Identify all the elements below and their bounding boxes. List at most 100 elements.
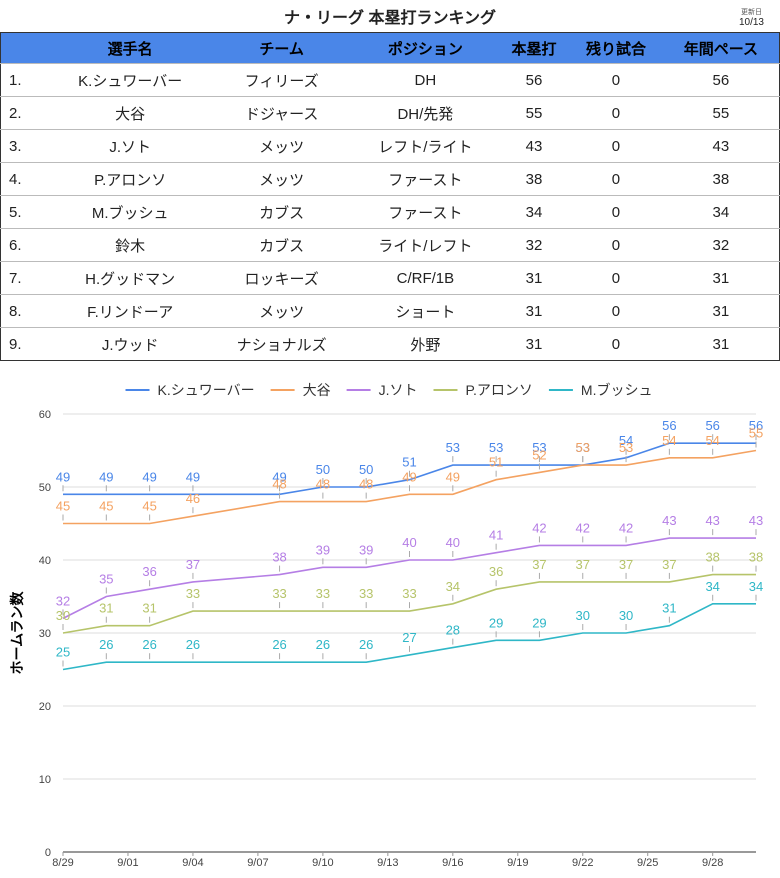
data-label: 49 bbox=[99, 469, 113, 484]
chart: 0 10 20 30 40 50 60 8/29 9/01 9/04 9/07 9/10 9/13 9/1… bbox=[9, 382, 763, 869]
table-cell: カブス bbox=[211, 228, 352, 262]
data-label: 38 bbox=[749, 550, 763, 565]
legend-label: P.アロンソ bbox=[465, 382, 532, 398]
x-tick-label: 9/07 bbox=[247, 857, 268, 869]
table-cell: 2. bbox=[0, 96, 49, 130]
table-cell: メッツ bbox=[211, 294, 352, 328]
table-cell: 34 bbox=[498, 195, 570, 229]
data-label: 32 bbox=[56, 593, 70, 608]
table-row: 3. J.ソト メッツ レフト/ライト 43 0 43 bbox=[0, 129, 780, 163]
table-cell: DH/先発 bbox=[351, 96, 499, 130]
data-label: 28 bbox=[446, 623, 460, 638]
data-label: 49 bbox=[142, 469, 156, 484]
data-label: 37 bbox=[532, 557, 546, 572]
table-cell: 31 bbox=[662, 327, 780, 361]
table-cell: メッツ bbox=[211, 129, 352, 163]
data-label: 49 bbox=[186, 469, 200, 484]
data-label: 56 bbox=[705, 418, 719, 433]
data-label: 51 bbox=[489, 455, 503, 470]
data-label: 30 bbox=[576, 608, 590, 623]
table-cell: P.アロンソ bbox=[49, 162, 212, 196]
table-row: 2. 大谷 ドジャース DH/先発 55 0 55 bbox=[0, 96, 780, 130]
legend-label: K.シュワーバー bbox=[158, 382, 255, 398]
series-line bbox=[63, 442, 756, 496]
table-row: 8. F.リンドーア メッツ ショート 31 0 31 bbox=[0, 294, 780, 328]
data-label: 40 bbox=[402, 535, 416, 550]
table-cell: M.ブッシュ bbox=[49, 195, 212, 229]
table-row: 9. J.ウッド ナショナルズ 外野 31 0 31 bbox=[0, 327, 780, 361]
data-label: 54 bbox=[705, 433, 719, 448]
table-cell: 鈴木 bbox=[49, 228, 212, 262]
ranking-table: 選手名 チーム ポジション 本塁打 残り試合 年間ペース 1. K.シュワーバー フィリーズ DH… bbox=[0, 32, 780, 361]
table-cell: 0 bbox=[569, 294, 663, 328]
data-label: 25 bbox=[56, 645, 70, 660]
data-label: 49 bbox=[56, 469, 70, 484]
table-cell: J.ソト bbox=[49, 129, 212, 163]
column-header: チーム bbox=[211, 32, 352, 64]
series-line bbox=[62, 603, 756, 671]
table-cell: 55 bbox=[662, 96, 780, 130]
data-label: 34 bbox=[446, 579, 460, 594]
data-label: 37 bbox=[662, 557, 676, 572]
table-cell: 31 bbox=[662, 294, 780, 328]
table-cell: K.シュワーバー bbox=[49, 63, 212, 97]
header-row: 選手名 チーム ポジション 本塁打 残り試合 年間ペース bbox=[0, 32, 780, 64]
data-label: 42 bbox=[619, 520, 633, 535]
data-label: 55 bbox=[749, 426, 763, 441]
table-cell: DH bbox=[351, 63, 499, 97]
data-label: 51 bbox=[402, 455, 416, 470]
table-cell: H.グッドマン bbox=[49, 261, 212, 295]
data-label: 33 bbox=[186, 586, 200, 601]
table-cell: 0 bbox=[569, 96, 663, 130]
data-label: 40 bbox=[446, 535, 460, 550]
data-label: 31 bbox=[142, 601, 156, 616]
x-tick-label: 9/13 bbox=[377, 857, 398, 869]
table-cell: 56 bbox=[662, 63, 780, 97]
series-line bbox=[62, 573, 756, 634]
data-label: 56 bbox=[749, 418, 763, 433]
table-cell: 0 bbox=[569, 261, 663, 295]
data-label: 26 bbox=[359, 637, 373, 652]
data-label: 48 bbox=[316, 477, 330, 492]
table-cell: 31 bbox=[498, 327, 570, 361]
y-tick-label: 10 bbox=[39, 774, 51, 786]
data-label: 45 bbox=[56, 499, 70, 514]
data-label: 26 bbox=[142, 637, 156, 652]
data-label: 31 bbox=[99, 601, 113, 616]
page-title: ナ・リーグ 本塁打ランキング bbox=[284, 10, 496, 27]
x-tick-label: 8/29 bbox=[52, 857, 73, 869]
table-cell: 34 bbox=[662, 195, 780, 229]
data-label: 54 bbox=[619, 433, 633, 448]
table-cell: 5. bbox=[0, 195, 49, 229]
data-label: 35 bbox=[99, 572, 113, 587]
table-cell: C/RF/1B bbox=[351, 261, 499, 295]
data-label: 31 bbox=[662, 601, 676, 616]
table-cell: 43 bbox=[662, 129, 780, 163]
data-label: 48 bbox=[272, 477, 286, 492]
header-cell bbox=[0, 32, 49, 64]
data-label: 53 bbox=[532, 440, 546, 455]
x-tick-label: 9/28 bbox=[702, 857, 723, 869]
table-cell: 0 bbox=[569, 162, 663, 196]
table-cell: ドジャース bbox=[211, 96, 352, 130]
data-label: 53 bbox=[619, 440, 633, 455]
table-cell: 38 bbox=[662, 162, 780, 196]
column-header: 残り試合 bbox=[569, 32, 663, 64]
x-tick-label: 9/22 bbox=[572, 857, 593, 869]
table-cell: カブス bbox=[211, 195, 352, 229]
series-line bbox=[62, 537, 756, 620]
table-row: 6. 鈴木 カブス ライト/レフト 32 0 32 bbox=[0, 228, 780, 262]
table-cell: ロッキーズ bbox=[211, 261, 352, 295]
data-label: 39 bbox=[316, 542, 330, 557]
y-tick-label: 0 bbox=[45, 847, 51, 859]
table-cell: ファースト bbox=[351, 162, 499, 196]
column-header: 本塁打 bbox=[498, 32, 570, 64]
data-label: 33 bbox=[402, 586, 416, 601]
table-cell: 4. bbox=[0, 162, 49, 196]
data-label: 26 bbox=[99, 637, 113, 652]
data-label: 41 bbox=[489, 528, 503, 543]
y-tick-label: 30 bbox=[39, 628, 51, 640]
data-label: 42 bbox=[576, 520, 590, 535]
data-label: 39 bbox=[359, 542, 373, 557]
